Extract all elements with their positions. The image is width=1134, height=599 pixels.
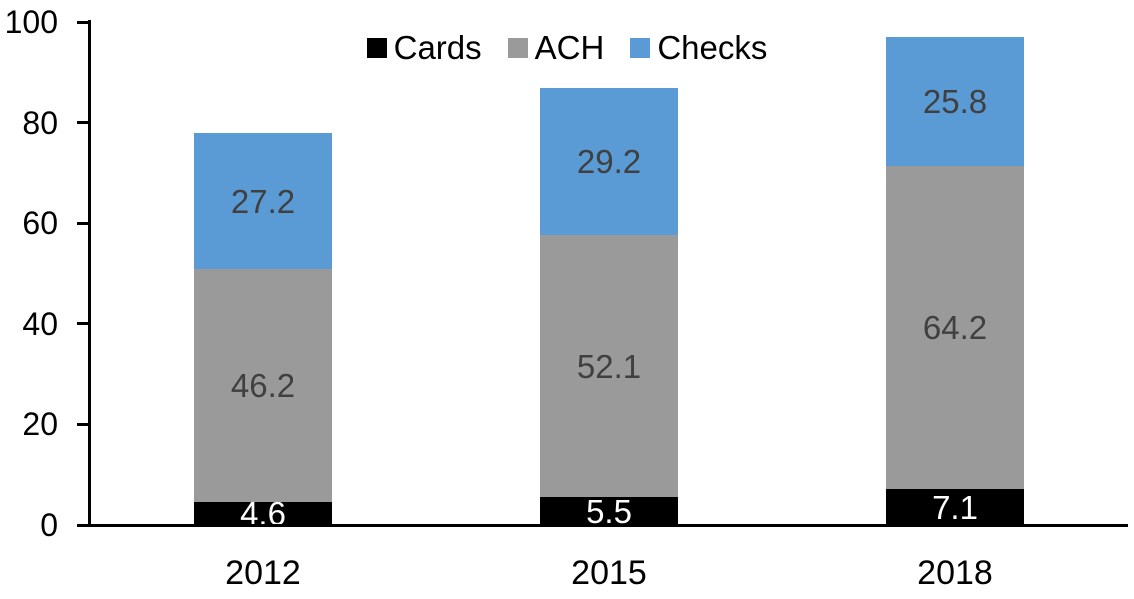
data-label-cards-2015: 5.5 <box>586 492 632 530</box>
data-label-ach-2012: 46.2 <box>230 367 296 405</box>
y-tick-label-80: 80 <box>22 104 58 141</box>
y-tick-20 <box>77 422 90 426</box>
x-axis-label-2018: 2018 <box>917 554 993 592</box>
data-label-ach-2018: 64.2 <box>922 309 988 347</box>
y-tick-label-0: 0 <box>40 507 58 543</box>
y-tick-label-100: 100 <box>4 4 58 40</box>
legend-item-ach: ACH <box>507 29 605 66</box>
legend-marker-cards-icon <box>366 38 387 58</box>
y-tick-40 <box>77 322 90 326</box>
bar-segment-checks-2018: 25.8 <box>886 36 1024 167</box>
y-tick-80 <box>77 121 90 125</box>
data-label-cards-2018: 7.1 <box>932 488 978 526</box>
data-label-ach-2015: 52.1 <box>576 347 642 385</box>
x-axis-line <box>77 524 1128 527</box>
bar-segment-checks-2015: 29.2 <box>540 88 678 236</box>
bar-segment-cards-2018: 7.1 <box>886 489 1024 525</box>
data-label-checks-2018: 25.8 <box>922 82 988 120</box>
bar-segment-ach-2018: 64.2 <box>886 166 1024 490</box>
legend: Cards ACH Checks <box>0 30 1134 66</box>
legend-label-ach: ACH <box>534 29 605 66</box>
data-label-checks-2012: 27.2 <box>230 182 296 220</box>
legend-label-checks: Checks <box>657 29 768 66</box>
bar-segment-cards-2012: 4.6 <box>194 497 332 530</box>
bar-segment-ach-2015: 52.1 <box>540 235 678 498</box>
data-label-checks-2015: 29.2 <box>576 143 642 181</box>
bar-segment-ach-2012: 46.2 <box>194 269 332 502</box>
y-tick-label-20: 20 <box>22 406 58 443</box>
legend-marker-ach-icon <box>507 38 528 58</box>
legend-label-cards: Cards <box>393 29 482 66</box>
x-axis-label-2012: 2012 <box>225 554 301 592</box>
legend-item-cards: Cards <box>366 29 482 66</box>
y-tick-60 <box>77 221 90 225</box>
x-axis-label-2015: 2015 <box>571 554 647 592</box>
legend-item-checks: Checks <box>630 30 767 66</box>
bar-segment-cards-2015: 5.5 <box>540 492 678 530</box>
bar-segment-checks-2012: 27.2 <box>194 132 332 270</box>
y-tick-100 <box>77 20 90 24</box>
y-axis-line <box>88 20 91 527</box>
y-tick-label-40: 40 <box>22 305 58 342</box>
y-tick-label-60: 60 <box>22 205 58 242</box>
legend-marker-checks-icon <box>630 38 651 58</box>
